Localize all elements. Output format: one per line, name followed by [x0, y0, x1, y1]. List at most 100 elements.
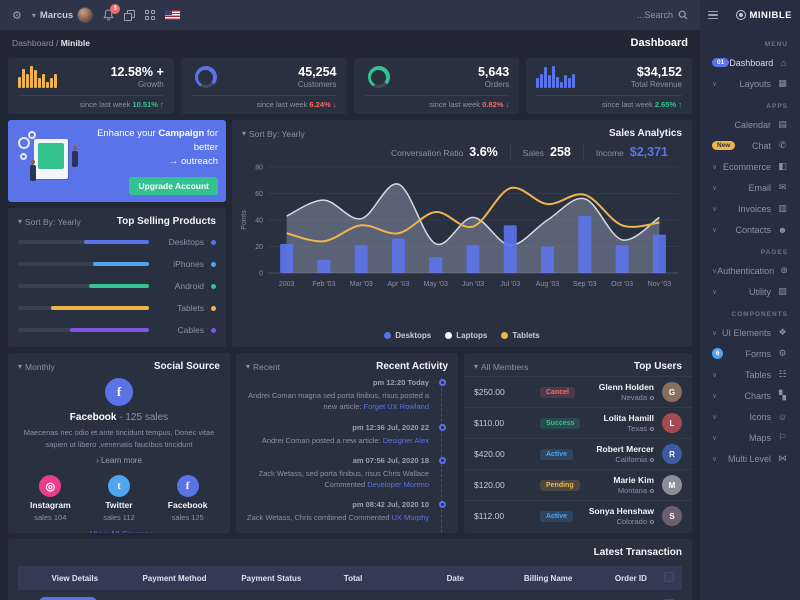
- sidebar-item-ecommerce[interactable]: ∨ Ecommerce ◧: [700, 156, 800, 177]
- learn-more-link[interactable]: › Learn more: [96, 456, 142, 466]
- sidebar-item-invoices[interactable]: ∨ Invoices ▥: [700, 198, 800, 219]
- payment-method-cell: Mastercard: [106, 590, 215, 600]
- settings-gear-icon[interactable]: ⚙: [12, 9, 22, 22]
- activity-link[interactable]: Developer Moreno: [367, 480, 429, 489]
- stat-card: 12.58% + Growth since last week 10.51% ↑: [8, 58, 174, 114]
- chevron-down-icon: ▾: [246, 362, 251, 371]
- sidebar-item-chat[interactable]: New Chat ✆: [700, 135, 800, 156]
- sidebar-item-contacts[interactable]: ∨ Contacts ☻: [700, 219, 800, 240]
- table-header-checkbox: [654, 566, 682, 590]
- charts-icon: ▚: [779, 390, 786, 400]
- sidebar-item-icons[interactable]: ∨ Icons ☺: [700, 406, 800, 427]
- view-details-button[interactable]: View Details: [38, 597, 99, 600]
- product-row: iPhones: [8, 253, 226, 275]
- products-sort-dropdown[interactable]: ▾ Sort By: Yearly: [18, 216, 81, 227]
- activity-sort-dropdown[interactable]: ▾ Recent: [246, 361, 280, 372]
- notifications-button[interactable]: 3: [103, 4, 121, 21]
- chevron-down-icon: ∨: [712, 163, 718, 171]
- transactions-table: View Details Payment Method Payment Status…: [18, 566, 682, 600]
- social-sort-dropdown[interactable]: ▾ Monthly: [18, 361, 55, 372]
- chevron-down-icon: ∨: [712, 371, 718, 379]
- sidebar-item-calendar[interactable]: Calendar ▤: [700, 114, 800, 135]
- sidebar-item-utility[interactable]: ∨ Utility ▨: [700, 281, 800, 302]
- user-location: California: [596, 455, 655, 464]
- mixed-chart-svg: 0 20 40 60 80 Points 2003 Feb '03 Mar '03 Apr '03…: [241, 165, 678, 288]
- sidebar-item-ui-elements[interactable]: ∨ UI Elements ❖: [700, 322, 800, 343]
- svg-text:80: 80: [255, 165, 263, 172]
- social-network-cell[interactable]: ◎ Instagram sales 104: [16, 475, 84, 522]
- timeline-dot-icon: [438, 423, 446, 431]
- svg-text:Jul '03: Jul '03: [500, 281, 520, 288]
- chevron-down-icon: ∨: [712, 80, 718, 88]
- activity-item: pm 08:42 Jul, 2020 10 Zack Wetass, Chris …: [246, 500, 446, 533]
- activity-link[interactable]: UX Murphy: [391, 513, 429, 523]
- analytics-sort-dropdown[interactable]: ▾ Sort By: Yearly: [242, 128, 305, 139]
- dashboard-content: 12.58% + Growth since last week 10.51% ↑ 45…: [0, 56, 700, 600]
- sidebar-item-tables[interactable]: ∨ Tables ☷: [700, 364, 800, 385]
- product-row: Cables: [8, 319, 226, 341]
- menu-toggle-icon[interactable]: [708, 10, 718, 20]
- product-row: Tablets: [8, 297, 226, 319]
- notification-count-badge: 3: [110, 4, 121, 14]
- brand-logo[interactable]: MINIBLE: [736, 10, 792, 21]
- breadcrumb-current: Minible: [60, 38, 90, 48]
- language-flag-icon[interactable]: [165, 10, 181, 20]
- top-user-row: $120.00 Pending Marie Kim Montana M: [464, 469, 692, 500]
- svg-text:2003: 2003: [279, 281, 295, 288]
- social-network-cell[interactable]: f Facebook sales 125: [154, 475, 222, 522]
- product-dot: [211, 283, 216, 289]
- legend-dot: [445, 332, 453, 339]
- sidebar-item-email[interactable]: ∨ Email ✉: [700, 177, 800, 198]
- user-avatar: L: [662, 413, 682, 433]
- top-user-row: $112.00 Active Sonya Henshaw Colorado S: [464, 500, 692, 531]
- product-name: Desktops: [168, 237, 204, 247]
- members-sort-dropdown[interactable]: ▾ All Members: [474, 361, 529, 372]
- checkbox[interactable]: [664, 572, 674, 582]
- svg-text:Oct '03: Oct '03: [611, 281, 633, 288]
- svg-text:May '03: May '03: [424, 281, 448, 288]
- analytics-title: Sales Analytics: [608, 128, 682, 139]
- svg-text:0: 0: [259, 271, 263, 278]
- sidebar-item-maps[interactable]: ∨ Maps ⚐: [700, 427, 800, 448]
- stat-cards-row: 12.58% + Growth since last week 10.51% ↑ 45…: [8, 58, 692, 114]
- product-name: Tablets: [177, 303, 204, 313]
- social-network-cell[interactable]: t Twitter sales 112: [85, 475, 153, 522]
- twitter-icon: t: [107, 475, 130, 498]
- upgrade-account-button[interactable]: Upgrade Account: [129, 177, 218, 196]
- sidebar-item-authentication[interactable]: ∨ Authentication ⊛: [700, 260, 800, 281]
- user-name: Marcus: [39, 9, 74, 21]
- table-header-cell: View Details: [18, 566, 107, 590]
- svg-text:20: 20: [255, 244, 263, 251]
- brand-mark-icon: [736, 10, 747, 20]
- sidebar-item-dashboard[interactable]: 01 Dashboard ⌂: [700, 52, 800, 73]
- product-row: Desktops: [8, 231, 226, 253]
- status-badge: Pending: [540, 480, 580, 491]
- status-badge: Active: [540, 449, 574, 460]
- activity-link[interactable]: Forget UX Rowland: [363, 402, 429, 412]
- search-input[interactable]: [603, 10, 673, 20]
- search-icon[interactable]: [678, 10, 688, 20]
- fullscreen-icon[interactable]: [124, 9, 136, 21]
- search-box: [603, 10, 688, 20]
- product-list: Desktops iPhones Android Tablets Cables: [8, 231, 226, 341]
- user-avatar[interactable]: [77, 7, 94, 23]
- apps-grid-icon[interactable]: [145, 10, 156, 20]
- ecommerce-icon: ◧: [778, 161, 787, 171]
- sidebar-item-forms[interactable]: 6 Forms ⚙: [700, 343, 800, 364]
- sidebar-item-charts[interactable]: ∨ Charts ▚: [700, 385, 800, 406]
- sidebar-item-label: Utility: [749, 286, 771, 297]
- chevron-down-icon: ∨: [712, 392, 718, 400]
- checkbox[interactable]: [664, 598, 674, 600]
- user-name: Marie Kim: [613, 475, 654, 485]
- breadcrumb-item[interactable]: Dashboard: [12, 38, 54, 48]
- user-menu[interactable]: ▾ Marcus: [32, 7, 94, 23]
- sidebar-item-layouts[interactable]: ∨ Layouts ▦: [700, 73, 800, 94]
- sidebar-item-multi-level[interactable]: ∨ Multi Level ⋈: [700, 448, 800, 469]
- sidebar-item-label: Authentication: [717, 265, 775, 276]
- email-icon: ✉: [778, 182, 787, 192]
- activity-link[interactable]: Designer Alex: [382, 435, 429, 445]
- view-all-sources-link[interactable]: › View All Sources: [85, 529, 153, 533]
- product-progress: [18, 328, 149, 332]
- menu-badge: New: [712, 141, 736, 150]
- sidebar: MINIBLE MENU 01 Dashboard ⌂ ∨ Layouts ▦ APPS Cal…: [700, 0, 800, 600]
